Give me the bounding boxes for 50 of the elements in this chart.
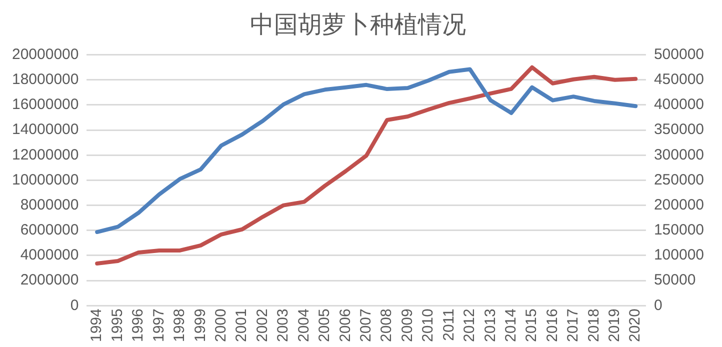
x-tick-label: 2017 — [564, 308, 582, 342]
y2-tick-label: 450000 — [654, 71, 704, 88]
y-tick-label: 4000000 — [20, 246, 79, 264]
x-tick-label: 2007 — [357, 308, 374, 342]
x-tick-label: 2016 — [544, 308, 561, 342]
x-tick-label: 2003 — [274, 308, 292, 342]
x-tick-label: 1999 — [192, 308, 209, 342]
y2-tick-label: 300000 — [654, 146, 704, 164]
y-tick-label: 20000000 — [12, 46, 79, 63]
x-tick-label: 2005 — [316, 308, 334, 342]
x-tick-label: 1996 — [130, 308, 147, 342]
x-tick-label: 1995 — [108, 308, 126, 342]
y-tick-label: 18000000 — [12, 71, 79, 88]
x-tick-label: 2004 — [295, 308, 312, 342]
x-tick-label: 2020 — [626, 308, 644, 342]
y2-tick-label: 350000 — [654, 121, 704, 138]
y2-tick-label: 400000 — [654, 96, 704, 114]
x-tick-label: 1997 — [150, 308, 168, 342]
y-tick-label: 2000000 — [20, 272, 79, 289]
x-tick-label: 2013 — [482, 308, 499, 342]
x-tick-label: 2018 — [585, 308, 602, 342]
chart-title: 中国胡萝卜种植情况 — [250, 10, 466, 39]
x-tick-label: 1998 — [171, 308, 188, 342]
y2-tick-label: 50000 — [654, 272, 696, 289]
x-tick-label: 2009 — [398, 308, 416, 342]
x-tick-label: 2010 — [420, 308, 437, 342]
x-tick-label: 2014 — [502, 308, 520, 342]
x-tick-label: 2015 — [523, 308, 540, 342]
y2-tick-label: 100000 — [654, 246, 704, 264]
y2-tick-label: 250000 — [654, 171, 704, 188]
x-tick-label: 2008 — [378, 308, 396, 342]
y2-tick-label: 0 — [654, 296, 662, 314]
y2-tick-label: 200000 — [654, 196, 704, 214]
y-tick-label: 12000000 — [12, 146, 79, 164]
x-tick-label: 2002 — [254, 308, 271, 342]
x-tick-label: 2006 — [336, 308, 354, 342]
y2-tick-label: 500000 — [654, 46, 704, 63]
x-tick-label: 1994 — [88, 308, 106, 342]
y-tick-label: 0 — [70, 296, 79, 314]
y-tick-label: 14000000 — [12, 121, 79, 138]
x-tick-label: 2012 — [461, 308, 478, 342]
x-tick-label: 2011 — [440, 308, 458, 341]
x-tick-label: 2001 — [233, 308, 250, 342]
x-tick-label: 2019 — [606, 308, 624, 342]
y-tick-label: 10000000 — [12, 171, 79, 188]
x-tick-label: 2000 — [212, 308, 230, 342]
y-tick-label: 16000000 — [12, 96, 79, 114]
y2-tick-label: 150000 — [654, 222, 704, 239]
y-tick-label: 8000000 — [20, 196, 79, 214]
y-tick-label: 6000000 — [20, 222, 79, 239]
